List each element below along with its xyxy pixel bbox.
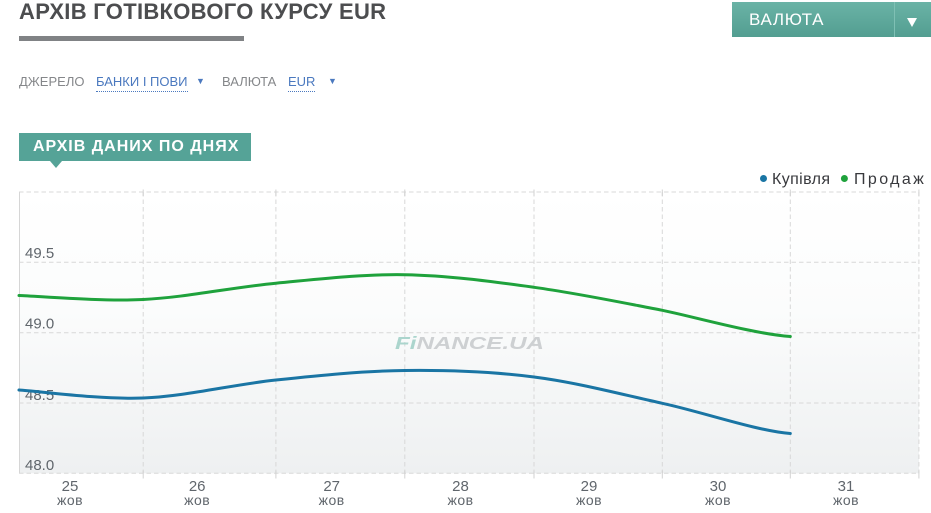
svg-text:жов: жов	[576, 492, 602, 508]
svg-text:26: 26	[189, 478, 206, 495]
svg-text:жов: жов	[447, 492, 473, 508]
svg-text:жов: жов	[319, 492, 345, 508]
svg-text:жов: жов	[705, 492, 731, 508]
svg-text:27: 27	[323, 478, 340, 495]
svg-text:Купівля: Купівля	[772, 171, 830, 188]
svg-text:жов: жов	[57, 492, 83, 508]
svg-text:31: 31	[838, 478, 855, 495]
svg-text:29: 29	[581, 478, 598, 495]
svg-text:Продаж: Продаж	[854, 171, 926, 188]
svg-text:25: 25	[62, 478, 79, 495]
svg-text:49.5: 49.5	[25, 245, 54, 262]
svg-text:30: 30	[710, 478, 727, 495]
svg-text:49.0: 49.0	[25, 316, 54, 333]
svg-text:жов: жов	[184, 492, 210, 508]
svg-text:жов: жов	[833, 492, 859, 508]
svg-text:48.0: 48.0	[25, 457, 54, 474]
svg-text:28: 28	[452, 478, 469, 495]
